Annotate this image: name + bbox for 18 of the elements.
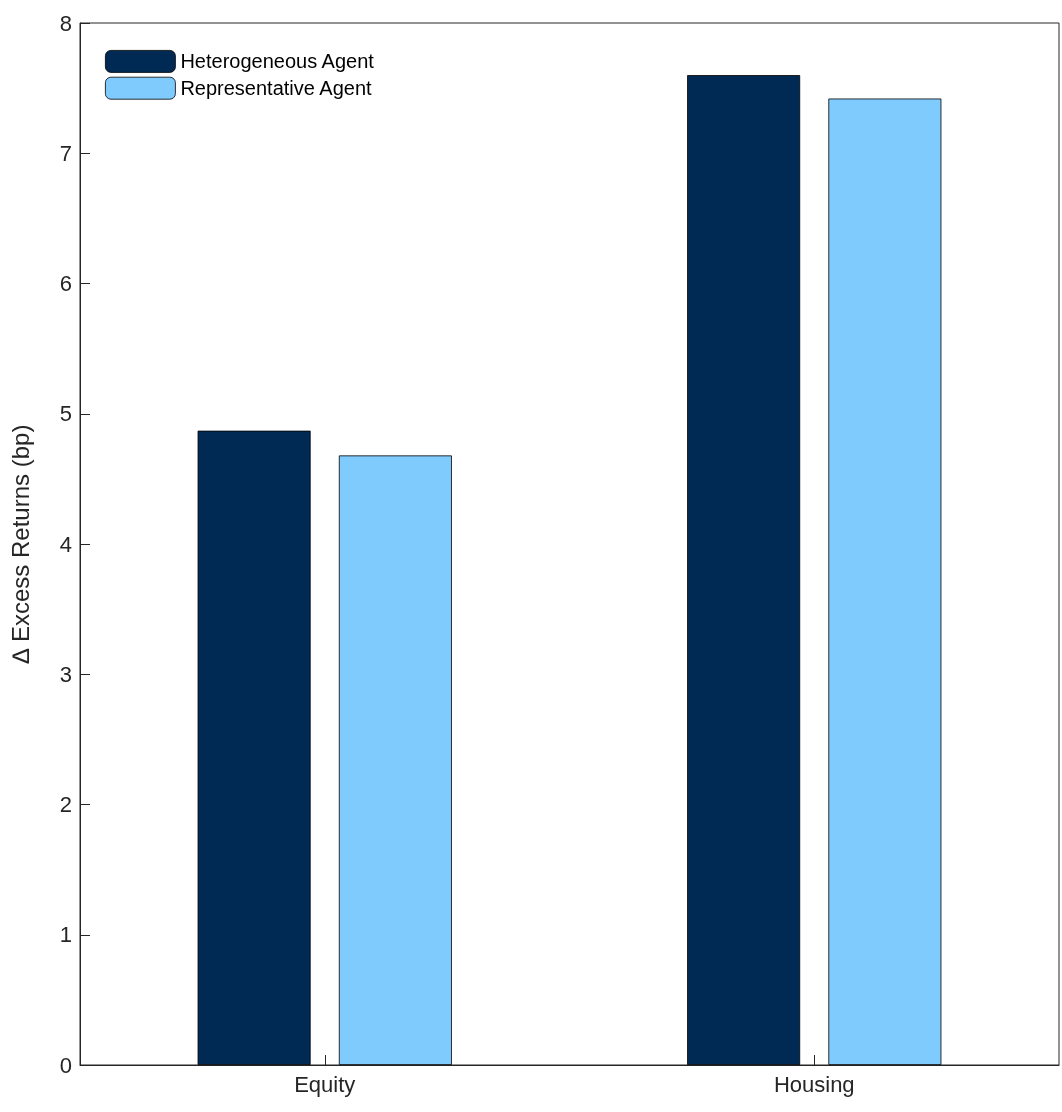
- x-tick-label: Equity: [294, 1071, 356, 1097]
- y-tick-label: 5: [59, 401, 72, 427]
- y-tick-label: 4: [59, 531, 72, 557]
- bar: [197, 430, 311, 1065]
- bar: [687, 75, 801, 1065]
- bar: [828, 98, 942, 1065]
- y-tick-label: 6: [59, 271, 72, 296]
- legend-label: Heterogeneous Agent: [180, 50, 375, 73]
- y-tick-label: 0: [59, 1052, 72, 1078]
- y-tick-label: 7: [59, 140, 72, 166]
- bar: [338, 455, 452, 1065]
- y-tick-label: 8: [59, 10, 72, 36]
- y-tick-label: 3: [59, 661, 72, 687]
- x-tick-label: Housing: [773, 1071, 855, 1097]
- y-axis-title: ∆ Excess Returns (bp): [6, 424, 34, 664]
- y-tick-label: 1: [59, 922, 72, 948]
- y-tick-label: 2: [59, 792, 72, 817]
- legend-label: Representative Agent: [180, 77, 373, 100]
